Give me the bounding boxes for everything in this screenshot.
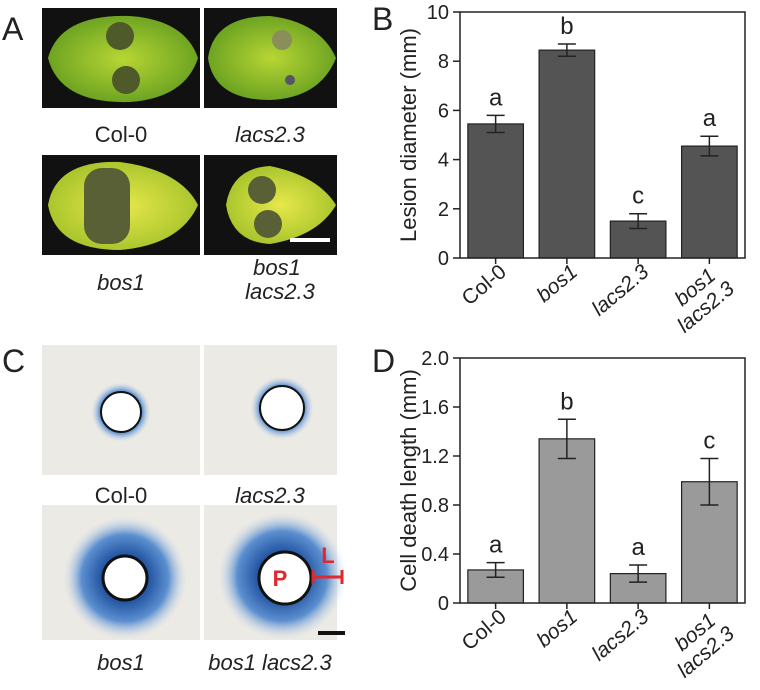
panel-label: C — [2, 343, 25, 379]
x-tick-label: bos1 lacs2.3 — [659, 605, 739, 682]
caption: Col-0 — [95, 122, 148, 147]
caption: lacs2.3 — [235, 122, 305, 147]
significance-letter: a — [489, 532, 503, 559]
caption: Col-0 — [95, 483, 148, 508]
y-tick-label: 0 — [438, 248, 449, 270]
plot-frame — [459, 357, 746, 604]
y-axis-label: Lesion diameter (mm) — [396, 28, 421, 242]
x-tick-label: lacs2.3 — [588, 260, 654, 321]
y-tick-label: 8 — [438, 51, 449, 73]
x-tick-label: Col-0 — [458, 260, 511, 310]
caption: bos1 lacs2.3 — [245, 255, 315, 304]
y-tick-label: 2.0 — [421, 348, 449, 370]
y-tick-label: 1.2 — [421, 446, 449, 468]
y-axis-label: Cell death length (mm) — [396, 369, 421, 592]
annotation: P — [273, 566, 288, 591]
panel-label: A — [2, 11, 24, 47]
bar — [538, 438, 596, 604]
plot-frame — [459, 11, 746, 259]
caption: bos1 lacs2.3 — [208, 650, 332, 675]
annotation: L — [321, 543, 334, 568]
significance-letter: c — [632, 183, 644, 210]
photo-a — [42, 8, 337, 255]
significance-letter: a — [631, 534, 645, 561]
y-tick-label: 4 — [438, 150, 449, 172]
caption: bos1 — [97, 650, 145, 675]
bar — [538, 49, 596, 259]
caption: bos1 — [97, 270, 145, 295]
significance-letter: b — [560, 388, 573, 415]
significance-letter: c — [703, 427, 715, 454]
significance-letter: b — [560, 13, 573, 40]
x-tick-label: bos1 — [532, 260, 582, 307]
photo-c — [42, 345, 346, 640]
significance-letter: a — [703, 105, 717, 132]
significance-letter: a — [489, 84, 503, 111]
x-tick-label: Col-0 — [458, 605, 511, 655]
y-tick-label: 1.6 — [421, 397, 449, 419]
panel-label: B — [372, 1, 393, 37]
bar — [467, 123, 525, 259]
panel-label: D — [372, 343, 395, 379]
y-tick-label: 6 — [438, 100, 449, 122]
bar — [680, 145, 738, 259]
x-tick-label: lacs2.3 — [588, 605, 654, 666]
y-tick-label: 0.4 — [421, 544, 449, 566]
x-tick-label: bos1 — [532, 605, 582, 652]
y-tick-label: 0 — [438, 593, 449, 615]
y-tick-label: 2 — [438, 199, 449, 221]
caption: lacs2.3 — [235, 483, 305, 508]
x-tick-label: bos1 lacs2.3 — [659, 260, 739, 337]
y-tick-label: 10 — [427, 2, 449, 24]
y-tick-label: 0.8 — [421, 495, 449, 517]
